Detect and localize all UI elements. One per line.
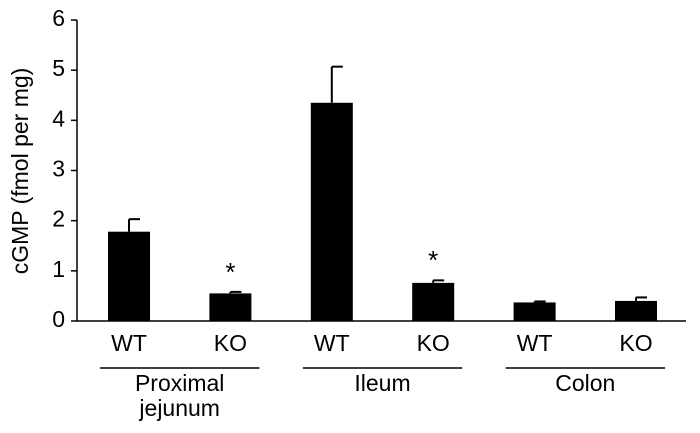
bar: [310, 102, 353, 322]
group-label: Colon: [555, 370, 615, 396]
bar: [513, 302, 556, 321]
x-tick-label: KO: [619, 330, 652, 356]
group-label: Proximal: [135, 370, 224, 396]
bar: [412, 282, 455, 321]
x-tick-label: WT: [314, 330, 350, 356]
x-tick-label: WT: [111, 330, 147, 356]
group-label: Ileum: [354, 370, 410, 396]
bar: [209, 293, 252, 321]
significance-mark: *: [428, 245, 438, 275]
bar: [615, 300, 657, 321]
y-tick-label: 5: [52, 55, 65, 81]
y-axis-title: cGMP (fmol per mg): [7, 68, 33, 275]
y-tick-label: 6: [52, 5, 65, 31]
y-tick-label: 4: [52, 105, 65, 131]
x-tick-label: WT: [517, 330, 553, 356]
significance-mark: *: [225, 257, 235, 287]
bar: [108, 231, 150, 321]
y-tick-label: 2: [52, 206, 65, 232]
y-tick-label: 1: [52, 256, 65, 282]
y-tick-label: 3: [52, 156, 65, 182]
x-tick-label: KO: [214, 330, 247, 356]
x-tick-label: KO: [417, 330, 450, 356]
y-tick-label: 0: [52, 306, 65, 332]
group-label: jejunum: [138, 395, 220, 421]
